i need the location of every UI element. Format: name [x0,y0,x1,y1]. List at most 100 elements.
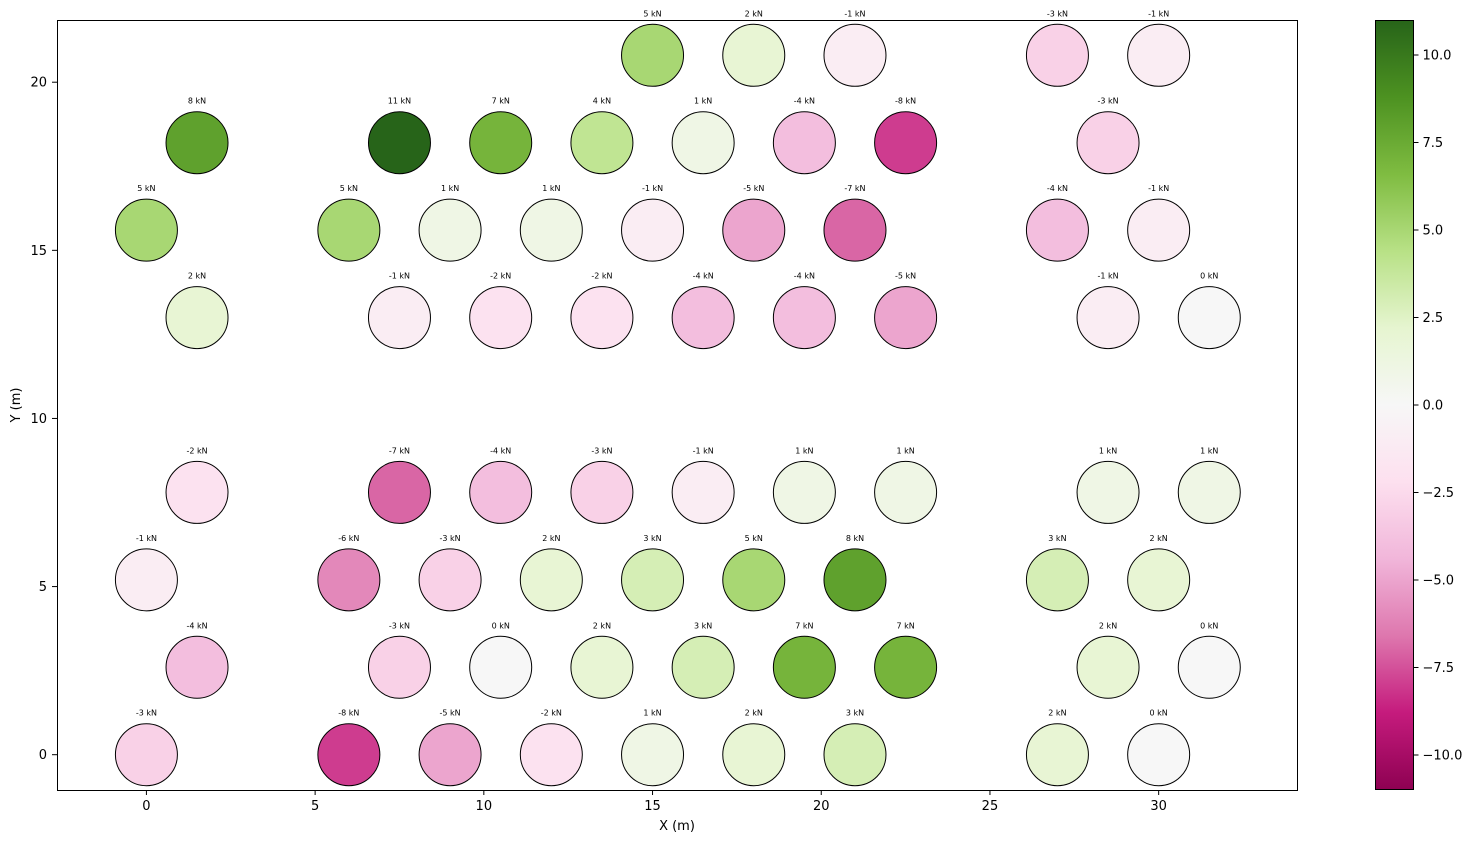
colorbar [1375,20,1414,790]
data-point [165,460,229,524]
data-label: 2 kN [1099,621,1117,630]
data-point [1127,198,1191,262]
data-label: 2 kN [593,621,611,630]
data-point [367,635,431,699]
data-label: 2 kN [745,709,763,718]
data-point [570,635,634,699]
data-point [165,635,229,699]
data-label: -2 kN [490,272,511,281]
data-label: -5 kN [743,184,764,193]
plot-frame [57,20,1298,791]
colorbar-tick-label: −10.0 [1423,749,1463,764]
data-label: 1 kN [795,446,813,455]
data-point [1127,723,1191,787]
data-label: -6 kN [338,534,359,543]
data-label: -4 kN [794,97,815,106]
data-point [114,198,178,262]
data-point [1127,23,1191,87]
data-point [1076,286,1140,350]
data-label: 3 kN [1048,534,1066,543]
data-point [671,286,735,350]
data-label: -3 kN [440,534,461,543]
data-point [519,723,583,787]
data-label: -3 kN [1047,9,1068,18]
data-point [722,723,786,787]
colorbar-tick-label: 10.0 [1423,49,1452,64]
data-point [1025,198,1089,262]
data-point [570,111,634,175]
data-label: -1 kN [1097,272,1118,281]
data-label: 1 kN [694,97,712,106]
data-point [469,460,533,524]
data-label: -3 kN [136,709,157,718]
colorbar-tick-label: −5.0 [1423,574,1455,589]
data-label: -1 kN [693,446,714,455]
data-point [671,111,735,175]
data-label: -1 kN [1148,9,1169,18]
data-label: 3 kN [643,534,661,543]
y-tick-label: 20 [30,76,47,91]
data-point [1025,723,1089,787]
data-label: -5 kN [440,709,461,718]
data-point [1025,23,1089,87]
data-point [621,548,685,612]
x-tick-label: 10 [476,799,493,814]
data-label: -5 kN [895,272,916,281]
data-point [469,635,533,699]
data-point [671,460,735,524]
data-label: 1 kN [896,446,914,455]
point-labels: 5 kN 2 kN -1 kN -3 kN -1 kN 8 kN 11 kN 7 kN 4 kN… [136,9,1219,717]
data-point [165,286,229,350]
data-point [469,286,533,350]
data-label: -1 kN [1148,184,1169,193]
data-point [823,723,887,787]
data-point [1127,548,1191,612]
colorbar-tick-label: 7.5 [1423,136,1444,151]
data-point [418,198,482,262]
data-label: 0 kN [492,621,510,630]
x-tick-label: 5 [311,799,319,814]
data-point [772,286,836,350]
y-tick-label: 10 [30,412,47,427]
data-point [1076,111,1140,175]
data-point [114,723,178,787]
data-label: 1 kN [643,709,661,718]
data-label: -2 kN [541,709,562,718]
data-label: 7 kN [896,621,914,630]
data-label: 2 kN [1150,534,1168,543]
data-label: -1 kN [136,534,157,543]
data-point [418,548,482,612]
data-point [823,23,887,87]
data-label: 0 kN [1200,272,1218,281]
data-label: -4 kN [1047,184,1068,193]
colorbar-tick-label: 0.0 [1423,399,1444,414]
data-label: -1 kN [642,184,663,193]
y-axis: 0 5 10 15 20 [30,76,57,763]
data-point [1076,460,1140,524]
data-label: 5 kN [643,9,661,18]
data-label: 5 kN [745,534,763,543]
data-point [722,23,786,87]
data-label: 1 kN [542,184,560,193]
data-label: -7 kN [389,446,410,455]
data-point [367,111,431,175]
colorbar-tick-label: −7.5 [1423,661,1455,676]
data-point [823,548,887,612]
data-label: 3 kN [694,621,712,630]
data-label: 2 kN [1048,709,1066,718]
data-label: 8 kN [846,534,864,543]
data-point [317,198,381,262]
y-tick-label: 5 [39,580,47,595]
data-label: -2 kN [591,272,612,281]
data-label: -7 kN [844,184,865,193]
data-point [671,635,735,699]
x-axis-title: X (m) [659,819,695,834]
data-label: -4 kN [490,446,511,455]
x-tick-label: 25 [982,799,999,814]
data-point [1177,635,1241,699]
data-point [772,460,836,524]
data-label: 5 kN [340,184,358,193]
data-label: 5 kN [137,184,155,193]
data-point [570,460,634,524]
